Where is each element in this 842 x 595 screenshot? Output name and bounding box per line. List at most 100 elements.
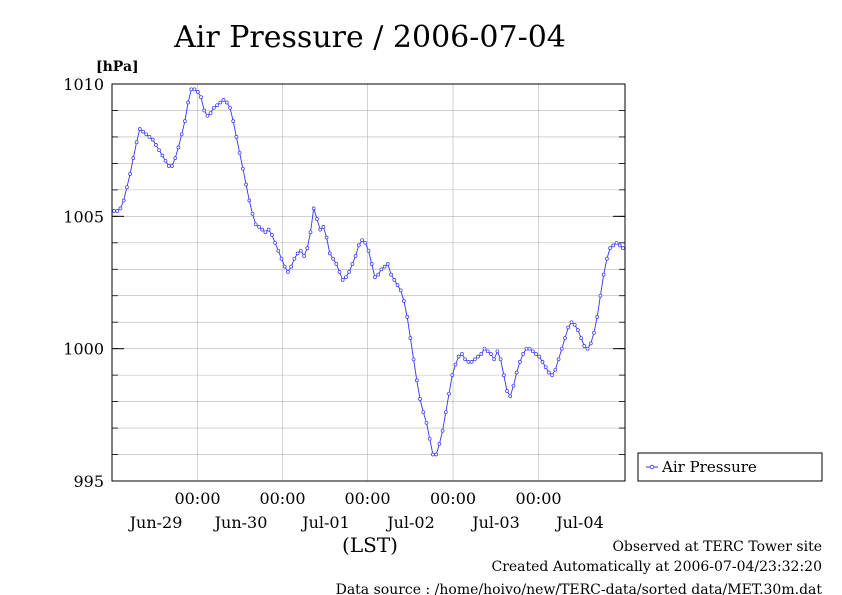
data-point [395, 283, 400, 287]
data-point [469, 360, 474, 364]
grid-lines [112, 84, 625, 481]
data-point [279, 256, 284, 261]
data-point [112, 209, 116, 213]
data-point [402, 299, 406, 303]
data-point [443, 410, 448, 415]
data-point [192, 87, 197, 92]
data-point [353, 254, 358, 258]
footer-observation-site: Observed at TERC Tower site [612, 539, 822, 555]
data-point [579, 336, 583, 340]
data-point [141, 129, 145, 134]
data-point [202, 108, 207, 113]
data-point [228, 105, 232, 110]
data-point [376, 272, 381, 277]
data-point [373, 275, 377, 280]
data-point [170, 164, 174, 168]
data-point [292, 256, 297, 261]
data-point [431, 452, 435, 457]
legend-entry-air-pressure: Air Pressure [661, 458, 757, 476]
data-point [134, 140, 139, 145]
x-day-labels: Jun-29 Jun-30 Jul-01 Jul-02 Jul-03 Jul-04 [128, 513, 604, 532]
data-point [144, 132, 149, 137]
y-axis-unit-label: [hPa] [96, 59, 139, 75]
data-point [324, 235, 329, 240]
data-point [360, 238, 364, 243]
data-point [244, 182, 248, 187]
data-point [366, 248, 371, 253]
data-point [550, 373, 554, 377]
data-point [199, 95, 203, 100]
data-point [530, 349, 535, 354]
data-point [408, 336, 413, 340]
data-point [154, 143, 158, 147]
footer-created-timestamp: Created Automatically at 2006-07-04/23:3… [491, 559, 822, 575]
data-point [617, 243, 622, 248]
x-day-label: Jul-02 [385, 513, 435, 532]
data-point [392, 278, 397, 282]
data-point [540, 360, 545, 364]
data-point [553, 367, 558, 372]
data-point [166, 164, 171, 168]
data-point [298, 248, 303, 253]
data-point [440, 428, 445, 433]
data-point [266, 227, 271, 232]
data-point [263, 230, 268, 235]
x-day-label: Jul-03 [470, 513, 520, 532]
data-point [356, 243, 361, 248]
x-axis-label: (LST) [342, 533, 398, 557]
data-point [363, 240, 368, 245]
data-point [521, 352, 525, 356]
data-point [524, 346, 529, 351]
data-point [131, 156, 136, 160]
data-point [327, 251, 332, 256]
legend: Air Pressure [637, 452, 823, 482]
data-point [398, 288, 403, 293]
data-point [418, 397, 422, 401]
data-point [411, 357, 416, 362]
y-tick-label: 1005 [63, 207, 104, 226]
data-point [576, 328, 580, 332]
data-point [344, 275, 348, 280]
data-point [379, 267, 384, 272]
data-point [447, 391, 451, 396]
data-point [385, 262, 390, 266]
data-point [205, 113, 210, 118]
data-point [621, 246, 625, 250]
y-tick-label: 995 [73, 472, 104, 491]
data-point [611, 243, 616, 248]
data-point [250, 211, 255, 216]
data-point [527, 346, 532, 351]
series-line [114, 88, 624, 455]
data-point [315, 217, 319, 221]
data-point [508, 394, 513, 399]
data-point [179, 132, 184, 137]
data-point [534, 352, 538, 356]
data-point [118, 206, 123, 211]
data-point [479, 352, 484, 356]
data-point [347, 270, 352, 274]
x-day-label: Jun-30 [213, 513, 268, 532]
data-point [389, 272, 393, 277]
data-point [382, 264, 387, 269]
data-point [598, 293, 603, 298]
data-point [150, 137, 155, 142]
data-point [485, 349, 490, 354]
data-point [276, 248, 281, 253]
data-point [605, 256, 609, 261]
x-day-label: Jun-29 [128, 513, 183, 532]
data-point [563, 336, 567, 340]
data-point [115, 209, 120, 213]
data-point [163, 158, 168, 163]
data-point [476, 354, 480, 359]
data-point [466, 360, 471, 364]
data-point [434, 452, 439, 457]
x-hour-label: 00:00 [430, 489, 476, 508]
data-point [224, 100, 229, 105]
data-point [453, 362, 458, 367]
data-point [489, 352, 493, 356]
data-point [547, 370, 551, 375]
data-point [569, 320, 574, 325]
data-point [137, 127, 142, 131]
data-point [514, 370, 519, 375]
x-hour-labels: 00:00 00:00 00:00 00:00 00:00 [174, 489, 561, 508]
